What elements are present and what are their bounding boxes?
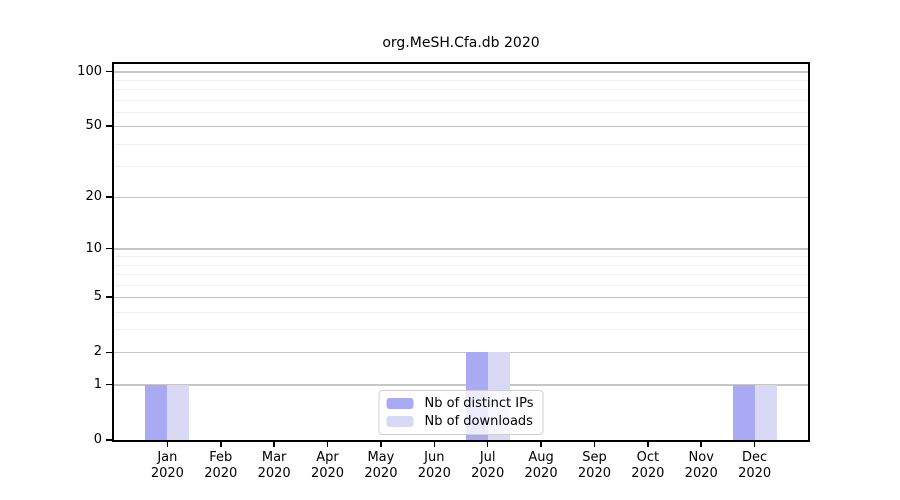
legend-label-downloads: Nb of downloads: [424, 414, 533, 429]
x-tick-year: 2020: [471, 465, 505, 481]
gridline-major-1: [114, 384, 808, 386]
gridline-minor-9: [114, 256, 808, 258]
x-tick-jun: [433, 442, 436, 447]
x-tick-label-oct: Oct 2020: [618, 450, 678, 481]
x-tick-month: Sep: [582, 450, 607, 465]
bar-distinct-ips-jan: [145, 384, 168, 440]
gridline-major-5: [114, 296, 808, 299]
gridline-minor-7: [114, 273, 808, 275]
x-tick-year: 2020: [738, 465, 772, 481]
bar-downloads-dec: [754, 384, 777, 440]
gridline-major-20: [114, 196, 808, 199]
x-tick-month: Oct: [636, 450, 660, 465]
x-tick-may: [380, 442, 382, 447]
x-tick-month: Feb: [209, 450, 233, 465]
y-tick-label-2: 2: [93, 344, 102, 360]
gridline-minor-40: [114, 143, 808, 145]
gridline-major-10: [114, 248, 808, 250]
x-tick-oct: [647, 442, 649, 447]
x-tick-dec: [753, 442, 756, 447]
x-tick-label-mar: Mar 2020: [244, 450, 304, 481]
gridline-minor-80: [114, 89, 808, 91]
grid-layer: [114, 64, 808, 440]
gridline-minor-8: [114, 264, 808, 266]
x-tick-month: Nov: [688, 450, 714, 465]
y-tick-label-20: 20: [85, 188, 102, 204]
y-tick-label-5: 5: [93, 288, 102, 304]
gridline-minor-4: [114, 311, 808, 313]
legend-swatch-downloads: [386, 416, 414, 427]
x-tick-jul: [486, 442, 489, 447]
x-tick-label-dec: Dec 2020: [725, 450, 785, 481]
gridline-major-50: [114, 125, 808, 128]
gridline-minor-90: [114, 79, 808, 81]
plot-area: Nb of distinct IPs Nb of downloads: [112, 62, 810, 442]
x-tick-feb: [220, 442, 222, 447]
gridline-minor-60: [114, 111, 808, 113]
gridline-minor-30: [114, 165, 808, 167]
x-tick-label-jun: Jun 2020: [404, 450, 464, 481]
x-tick-month: Jan: [157, 450, 178, 465]
legend-label-distinct-ips: Nb of distinct IPs: [424, 396, 534, 411]
x-tick-month: Dec: [742, 450, 768, 465]
bar-layer: [114, 64, 808, 440]
legend-item-distinct-ips: Nb of distinct IPs: [386, 396, 534, 411]
x-tick-label-sep: Sep 2020: [564, 450, 624, 481]
x-tick-year: 2020: [150, 465, 184, 481]
gridline-minor-3: [114, 329, 808, 331]
x-tick-year: 2020: [577, 465, 611, 481]
x-tick-month: Apr: [316, 450, 339, 465]
x-tick-nov: [700, 442, 702, 447]
y-tick-label-1: 1: [93, 376, 102, 392]
bar-distinct-ips-dec: [732, 384, 755, 440]
x-tick-year: 2020: [310, 465, 345, 481]
gridline-minor-6: [114, 284, 808, 286]
y-tick-label-0: 0: [93, 432, 102, 447]
gridline-minor-70: [114, 99, 808, 101]
x-tick-label-aug: Aug 2020: [511, 450, 571, 481]
x-tick-sep: [593, 442, 596, 447]
x-tick-label-apr: Apr 2020: [298, 450, 358, 481]
x-tick-month: Aug: [528, 450, 554, 465]
x-tick-year: 2020: [204, 465, 238, 481]
x-tick-year: 2020: [524, 465, 558, 481]
x-tick-month: Mar: [261, 450, 287, 465]
x-tick-month: Jun: [424, 450, 445, 465]
x-tick-year: 2020: [364, 465, 398, 481]
x-tick-label-may: May 2020: [351, 450, 411, 481]
legend: Nb of distinct IPs Nb of downloads: [378, 390, 544, 435]
x-tick-month: May: [367, 450, 395, 465]
x-tick-apr: [326, 442, 329, 447]
y-tick-label-100: 100: [77, 63, 102, 79]
x-tick-label-jul: Jul 2020: [458, 450, 518, 481]
y-tick-label-10: 10: [85, 240, 102, 256]
x-tick-year: 2020: [257, 465, 291, 481]
x-tick-year: 2020: [417, 465, 451, 481]
x-tick-label-feb: Feb 2020: [191, 450, 251, 481]
x-tick-year: 2020: [684, 465, 718, 481]
x-tick-aug: [540, 442, 542, 447]
bar-downloads-jan: [167, 384, 190, 440]
legend-swatch-distinct-ips: [386, 398, 414, 409]
legend-item-downloads: Nb of downloads: [386, 414, 534, 429]
gridline-major-100: [114, 71, 808, 73]
gridline-major-2: [114, 352, 808, 354]
x-tick-jan: [166, 442, 169, 447]
x-tick-label-nov: Nov 2020: [671, 450, 731, 481]
x-tick-mar: [273, 442, 275, 447]
x-tick-label-jan: Jan 2020: [137, 450, 197, 481]
x-tick-year: 2020: [631, 465, 665, 481]
y-tick-label-50: 50: [85, 118, 102, 134]
x-tick-month: Jul: [479, 450, 496, 465]
chart-title: org.MeSH.Cfa.db 2020: [382, 35, 540, 51]
